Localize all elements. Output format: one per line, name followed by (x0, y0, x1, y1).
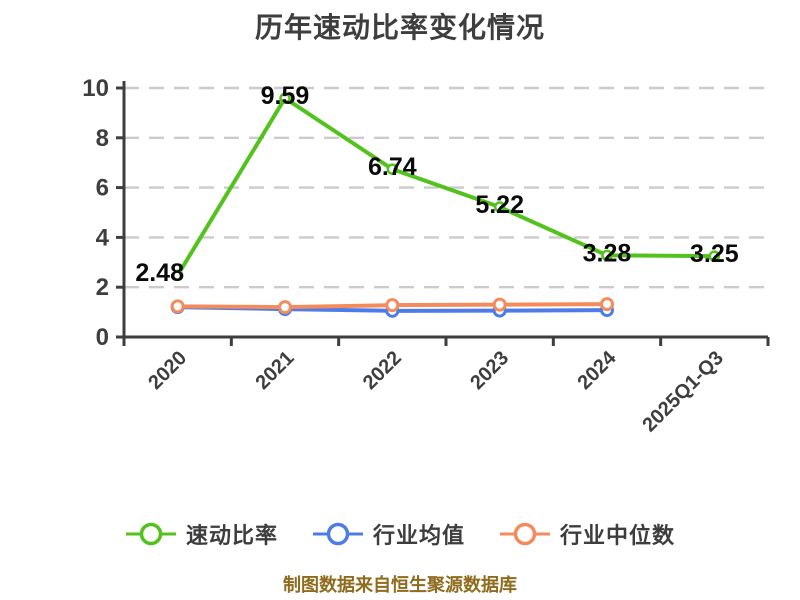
line-marker-icon (125, 522, 176, 546)
legend-label-industry-mean: 行业均值 (372, 523, 465, 548)
data-point-label: 3.28 (583, 239, 632, 267)
x-axis-tick-label: 2020 (144, 347, 191, 394)
y-axis-tick-label: 6 (96, 175, 109, 202)
data-point (601, 249, 613, 262)
legend-item-quick-ratio[interactable]: 速动比率 (125, 518, 278, 550)
series-line-0 (175, 96, 717, 278)
data-point-label: 2.48 (135, 259, 184, 287)
data-point (386, 163, 399, 175)
legend-item-industry-median[interactable]: 行业中位数 (499, 518, 675, 550)
x-axis-tick-label: 2024 (574, 346, 622, 394)
legend-label-industry-median: 行业中位数 (560, 523, 676, 548)
y-axis-tick-label: 2 (96, 274, 109, 301)
data-point-label: 3.25 (690, 240, 739, 268)
data-point (600, 297, 614, 312)
y-axis-tick-label: 4 (96, 224, 110, 251)
data-source-note: 制图数据来自恒生聚源数据库 (283, 575, 517, 595)
data-point (279, 92, 291, 104)
data-point (171, 269, 184, 281)
y-axis-tick-label: 0 (96, 324, 109, 351)
data-point (708, 250, 721, 262)
line-marker-icon (312, 522, 363, 546)
x-axis-tick-label: 2023 (466, 347, 513, 394)
y-axis-tick-label: 10 (82, 75, 109, 102)
y-axis-tick-label: 8 (96, 125, 109, 152)
x-axis-tick-label: 2022 (359, 347, 406, 394)
data-point (492, 297, 507, 312)
data-point (493, 201, 506, 213)
legend: 速动比率 行业均值 行业中位数 (0, 518, 800, 550)
x-axis-tick-label: 2021 (252, 347, 299, 394)
data-point (385, 298, 400, 313)
axis-lines (122, 81, 768, 339)
legend-label-quick-ratio: 速动比率 (185, 523, 278, 548)
x-axis-tick-label: 2025Q1-Q3 (638, 347, 727, 436)
chart-title: 历年速动比率变化情况 (254, 12, 545, 43)
data-point (278, 300, 292, 315)
data-point-label: 6.74 (368, 153, 417, 181)
line-marker-icon (500, 522, 550, 546)
legend-item-industry-mean[interactable]: 行业均值 (312, 518, 465, 550)
data-point-label: 5.22 (475, 191, 524, 219)
data-point-label: 9.59 (261, 82, 310, 110)
data-point (170, 299, 185, 314)
